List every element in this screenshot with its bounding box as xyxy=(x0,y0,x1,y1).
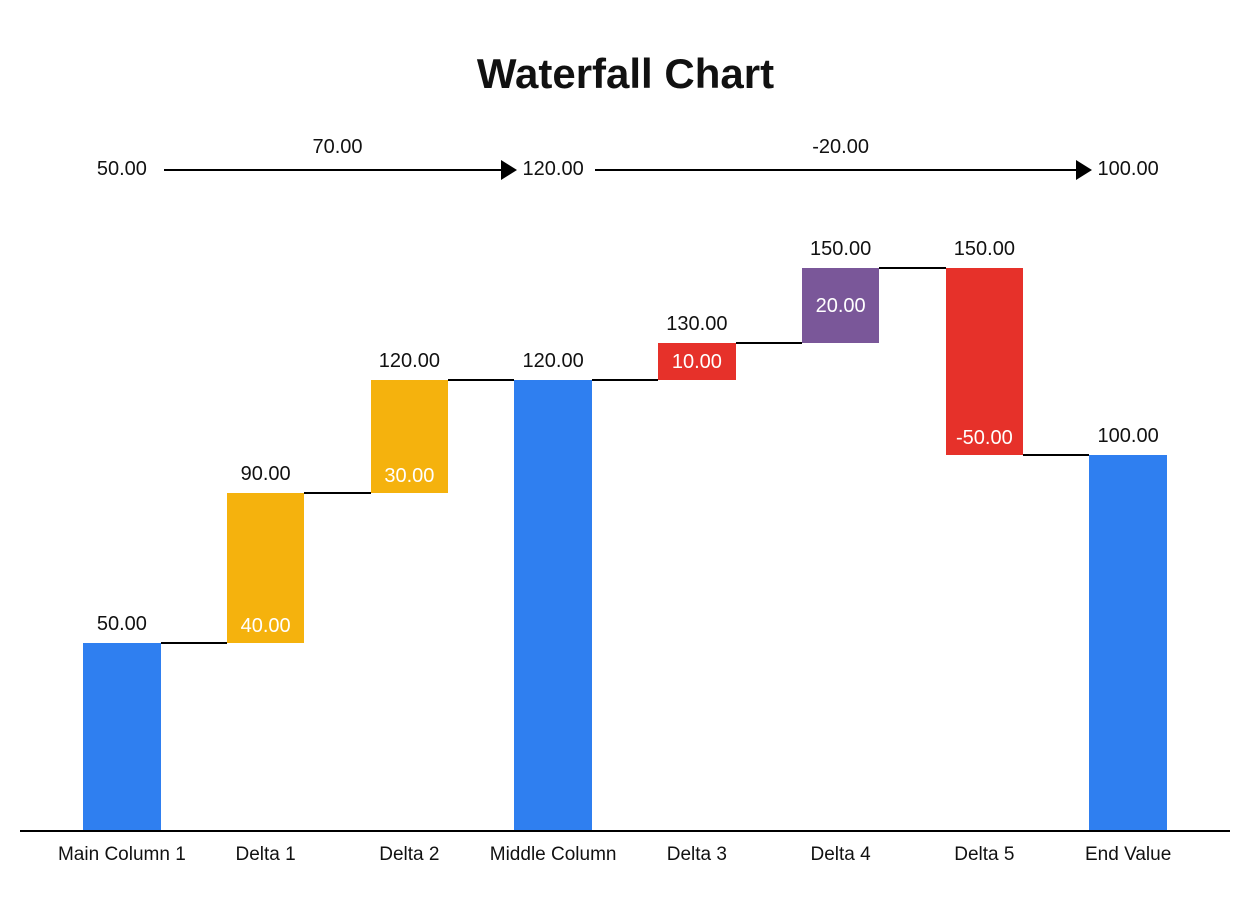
chart-title: Waterfall Chart xyxy=(0,50,1251,98)
bar-top-label: 90.00 xyxy=(241,463,291,486)
summary-arrow-label: 70.00 xyxy=(312,136,362,159)
bar-top-label: 100.00 xyxy=(1098,425,1159,448)
x-axis-label: Delta 1 xyxy=(236,844,296,866)
bar-inner-label: 40.00 xyxy=(241,615,291,638)
x-axis-label: Delta 5 xyxy=(954,844,1014,866)
x-axis-label: Delta 4 xyxy=(811,844,871,866)
waterfall-bar xyxy=(83,643,161,831)
bar-connector xyxy=(879,267,945,269)
summary-anchor-value: 100.00 xyxy=(1098,158,1159,181)
waterfall-bar xyxy=(1089,455,1167,830)
arrow-right-icon xyxy=(501,160,517,180)
bar-top-label: 150.00 xyxy=(810,238,871,261)
bar-top-label: 150.00 xyxy=(954,238,1015,261)
summary-arrow-label: -20.00 xyxy=(812,136,869,159)
bar-connector xyxy=(1023,454,1089,456)
x-axis-baseline xyxy=(20,830,1230,832)
bar-connector xyxy=(448,379,514,381)
bar-top-label: 120.00 xyxy=(379,350,440,373)
summary-arrow-line xyxy=(164,169,501,171)
summary-anchor-value: 120.00 xyxy=(523,158,584,181)
summary-arrow-line xyxy=(595,169,1076,171)
bar-top-label: 130.00 xyxy=(666,313,727,336)
x-axis-label: Delta 3 xyxy=(667,844,727,866)
bar-inner-label: 20.00 xyxy=(816,295,866,318)
x-axis-label: Middle Column xyxy=(490,844,617,866)
bar-connector xyxy=(736,342,802,344)
bar-inner-label: 30.00 xyxy=(384,465,434,488)
x-axis-label: Delta 2 xyxy=(379,844,439,866)
bar-top-label: 50.00 xyxy=(97,613,147,636)
bar-connector xyxy=(304,492,370,494)
x-axis-label: Main Column 1 xyxy=(58,844,186,866)
bar-connector xyxy=(161,642,227,644)
bar-top-label: 120.00 xyxy=(523,350,584,373)
arrow-right-icon xyxy=(1076,160,1092,180)
bar-inner-label: -50.00 xyxy=(956,427,1013,450)
waterfall-bar xyxy=(514,380,592,830)
summary-anchor-value: 50.00 xyxy=(97,158,147,181)
bar-connector xyxy=(592,379,658,381)
chart-stage: Waterfall Chart 50.00 Main Column 1 90.00 4… xyxy=(0,0,1251,916)
bar-inner-label: 10.00 xyxy=(672,351,722,374)
x-axis-label: End Value xyxy=(1085,844,1171,866)
